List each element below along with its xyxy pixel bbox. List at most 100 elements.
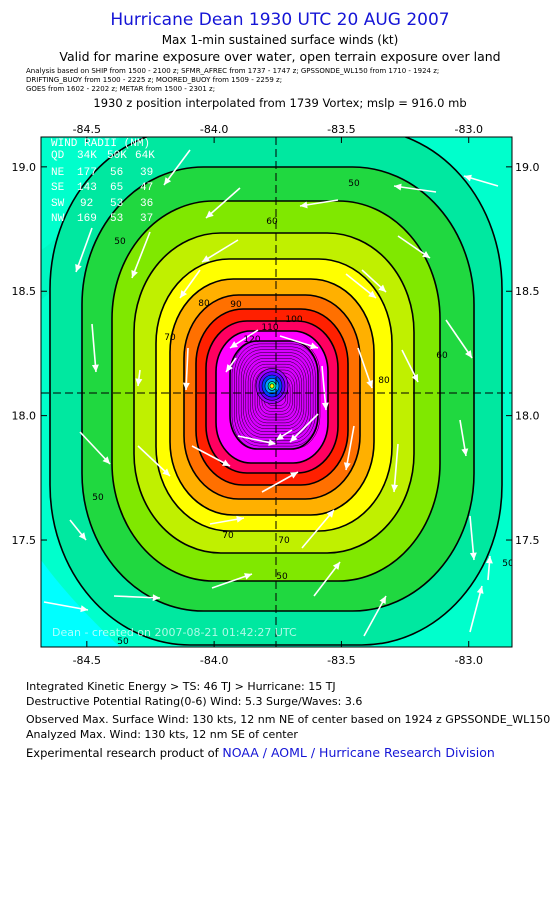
analysis-sources-line-3: GOES from 1602 - 2202 z; METAR from 1500…: [26, 85, 216, 93]
lat-tick-label-left: 18.5: [12, 285, 37, 298]
wind-vector-head: [202, 255, 210, 262]
radii-quadrant: NW: [51, 213, 65, 225]
eyewall-ring: [269, 383, 275, 389]
contour-label: 50: [117, 637, 129, 647]
radii-value: 53: [110, 198, 123, 210]
wind-vector-head: [465, 350, 472, 358]
wind-vector-head: [230, 341, 238, 348]
contour-label: 50: [502, 559, 514, 569]
lat-tick-label-left: 18.0: [12, 410, 37, 423]
wind-vector-head: [391, 484, 399, 492]
wind-radii-col-64k: 64K: [135, 150, 155, 162]
radii-value: 177: [77, 167, 97, 179]
lat-tick-label-left: 19.0: [12, 161, 37, 174]
contour-label: 90: [230, 300, 242, 310]
wind-vector: [137, 445, 171, 477]
lon-tick-label-bottom: -84.5: [73, 654, 101, 667]
contour-label: 80: [378, 376, 390, 386]
wind-vector: [113, 595, 161, 599]
axis-ticks: -84.5 -84.5 -84.0 -84.0 -83.5 -83.5 -83.0 -83.0…: [12, 123, 540, 667]
lon-tick-label-bottom: -83.5: [327, 654, 355, 667]
lon-tick-label-bottom: -84.0: [200, 654, 228, 667]
wind-vector-head: [180, 290, 188, 298]
wind-vector-head: [236, 515, 244, 523]
credit-prefix: Experimental research product of: [26, 746, 223, 760]
wind-vector: [205, 187, 241, 219]
credit-organization-link[interactable]: NOAA / AOML / Hurricane Research Divisio…: [222, 745, 495, 760]
wind-vector-head: [226, 364, 234, 372]
contour-label: 70: [278, 536, 290, 546]
lon-tick-label-top: -84.0: [200, 123, 228, 136]
contour-label: 100: [285, 315, 302, 325]
wind-vector-head: [469, 552, 477, 560]
radii-value: 169: [77, 213, 97, 225]
lat-tick-label-right: 17.5: [515, 534, 540, 547]
wind-vector-head: [332, 562, 340, 570]
radii-value: 36: [140, 198, 153, 210]
wind-vector-head: [394, 183, 402, 191]
contour-label: 50: [114, 237, 126, 247]
wind-vector-head: [368, 290, 376, 298]
ike-stat: Integrated Kinetic Energy > TS: 46 TJ > …: [26, 680, 336, 693]
wind-vector-head: [422, 251, 430, 258]
wind-vector-head: [162, 468, 170, 476]
wind-vector-head: [182, 382, 190, 390]
wind-vector: [79, 431, 111, 465]
wind-vector-head: [326, 510, 334, 518]
wind-vector-head: [485, 556, 493, 564]
wind-radii-col-qd: QD: [51, 150, 65, 162]
wind-vector-head: [343, 462, 351, 470]
wind-vector-head: [290, 434, 298, 442]
wind-radii-col-34k: 34K: [77, 150, 97, 162]
wind-vector-head: [206, 210, 214, 218]
contour-label: 70: [164, 333, 176, 343]
wind-vector-head: [102, 456, 110, 464]
wind-vector: [75, 227, 93, 273]
lat-tick-label-left: 17.5: [12, 534, 37, 547]
contour-label: 80: [198, 299, 210, 309]
wind-vector-head: [321, 402, 329, 410]
wind-vector-head: [290, 472, 298, 479]
observed-max-wind: Observed Max. Surface Wind: 130 kts, 12 …: [26, 713, 551, 726]
analyzed-max-wind: Analyzed Max. Wind: 130 kts, 12 nm SE of…: [26, 728, 298, 741]
wind-vector-head: [461, 448, 469, 456]
wind-vector: [469, 515, 475, 561]
wind-vector: [91, 323, 97, 373]
radii-quadrant: SE: [51, 182, 65, 194]
lon-tick-label-bottom: -83.0: [454, 654, 482, 667]
contour-label: 60: [436, 351, 448, 361]
wind-vector-head: [300, 201, 308, 209]
contour-label: 50: [92, 493, 104, 503]
analysis-sources-line-2: DRIFTING_BUOY from 1500 - 2225 z; MOORED…: [26, 76, 283, 84]
map-title: Hurricane Dean 1930 UTC 20 AUG 2007: [110, 10, 450, 30]
wind-vector-head: [75, 264, 82, 272]
position-interpolation-note: 1930 z position interpolated from 1739 V…: [93, 96, 467, 110]
wind-vector: [301, 509, 335, 549]
contour-label: 50: [276, 572, 288, 582]
credit-line: Experimental research product of NOAA / …: [26, 745, 495, 760]
wind-vector-head: [379, 596, 386, 604]
wind-vector-head: [222, 459, 230, 466]
lat-tick-label-right: 18.0: [515, 410, 540, 423]
wind-vector-head: [152, 594, 160, 602]
wind-vector-head: [378, 284, 386, 292]
wind-vector-head: [80, 605, 88, 613]
wind-vector-head: [276, 433, 284, 440]
radii-value: 143: [77, 182, 97, 194]
dpr-stat: Destructive Potential Rating(0-6) Wind: …: [26, 695, 363, 708]
wind-vector-head: [310, 342, 318, 350]
wind-vector: [345, 425, 355, 471]
wind-vector-head: [476, 586, 484, 594]
radii-value: 56: [110, 167, 123, 179]
map-subtitle: Max 1-min sustained surface winds (kt): [161, 33, 399, 47]
wind-vector: [131, 231, 151, 279]
wind-vector: [163, 149, 191, 186]
wind-vector-head: [244, 573, 252, 580]
radii-value: 47: [140, 182, 153, 194]
weak-wind-region: [41, 560, 120, 647]
wind-vector-head: [135, 378, 143, 386]
wind-vector-head: [268, 439, 276, 446]
radii-value: 92: [80, 198, 93, 210]
